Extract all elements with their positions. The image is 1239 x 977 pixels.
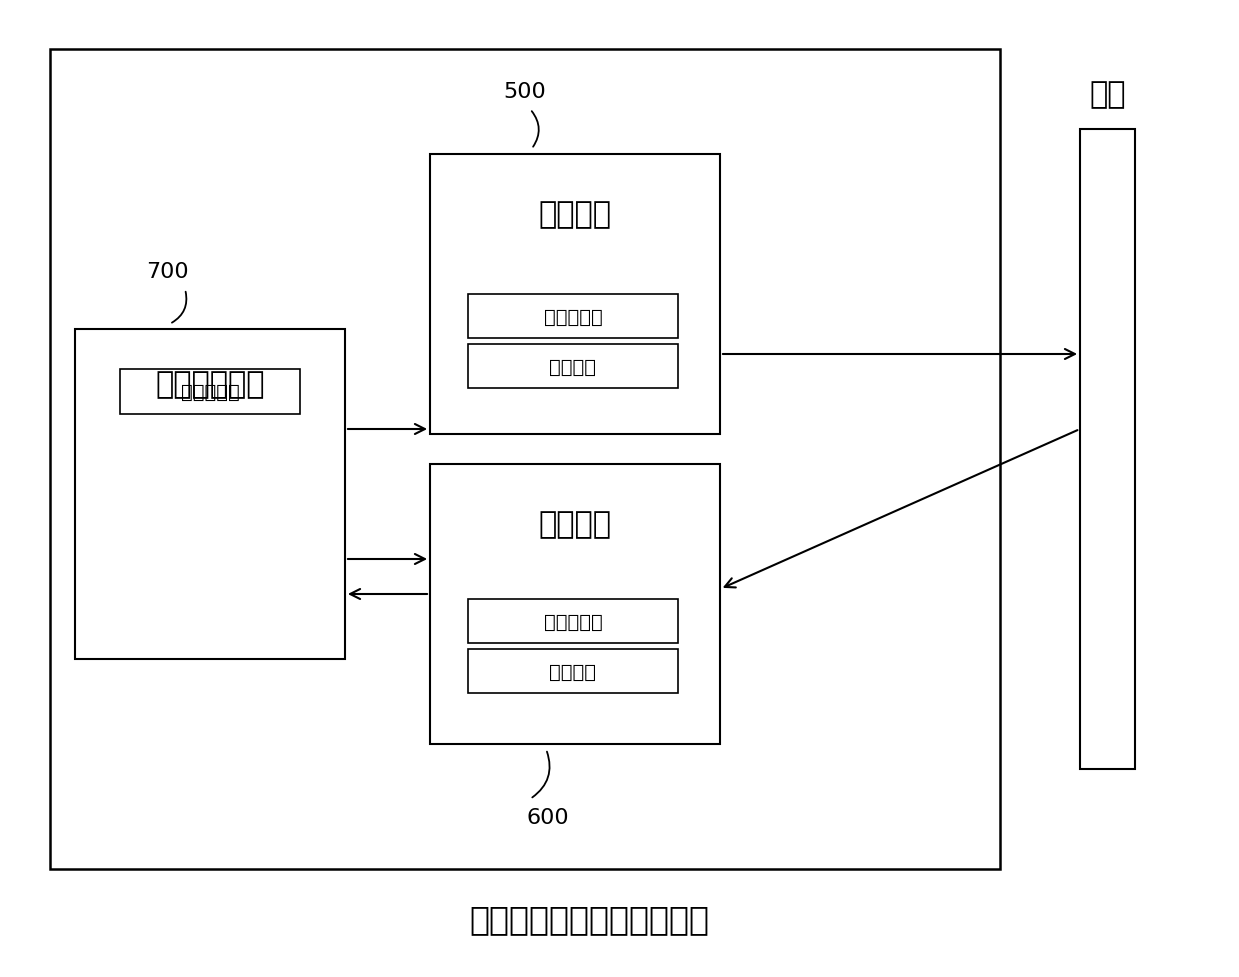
Text: 物体: 物体	[1089, 80, 1126, 109]
Bar	[1080, 130, 1135, 769]
Bar	[468, 295, 678, 339]
Bar	[468, 599, 678, 643]
Bar	[76, 329, 344, 659]
Text: 600: 600	[527, 807, 569, 828]
Bar	[468, 345, 678, 389]
Bar	[50, 50, 1000, 870]
Bar	[430, 154, 720, 435]
Bar	[120, 369, 300, 414]
Text: 接收镜片: 接收镜片	[550, 661, 596, 681]
Text: 计时模块: 计时模块	[539, 510, 612, 539]
Text: 处理控制模块: 处理控制模块	[155, 370, 265, 399]
Text: 处理控制板: 处理控制板	[181, 383, 239, 402]
Bar	[430, 464, 720, 744]
Text: 700: 700	[146, 262, 188, 281]
Text: 脉冲激光器: 脉冲激光器	[544, 307, 602, 326]
Text: 500: 500	[503, 82, 546, 102]
Text: 单光子测距装置的电子模块: 单光子测距装置的电子模块	[470, 903, 710, 936]
Text: 发射模块: 发射模块	[539, 200, 612, 230]
Text: 发射镜片: 发射镜片	[550, 358, 596, 376]
Bar	[468, 650, 678, 694]
Text: 单光子芯片: 单光子芯片	[544, 612, 602, 631]
